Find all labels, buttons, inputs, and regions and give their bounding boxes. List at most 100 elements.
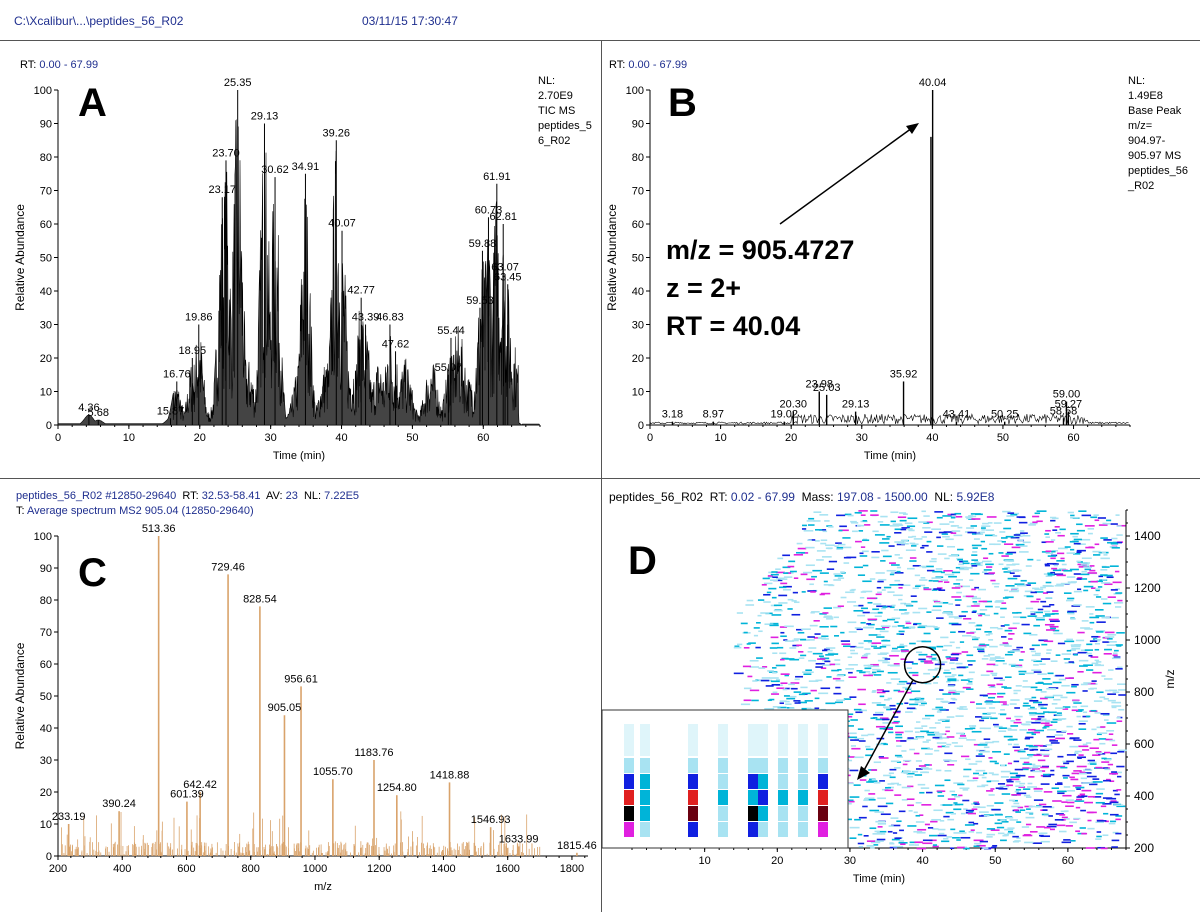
heat-cell	[816, 550, 826, 552]
heat-cell	[1018, 516, 1026, 519]
y-tick-label: 50	[40, 253, 52, 265]
heat-cell	[934, 511, 944, 513]
heat-cell	[864, 667, 872, 670]
heat-cell	[1003, 735, 1013, 738]
heat-cell	[951, 571, 961, 574]
heat-cell	[944, 770, 952, 772]
heat-cell	[886, 682, 892, 684]
heat-cell	[923, 660, 933, 662]
heat-cell	[1006, 780, 1014, 783]
panel-b-nl-line-4: 904.97-	[1128, 135, 1166, 147]
heat-cell	[1087, 682, 1096, 685]
heat-cell	[849, 696, 857, 698]
heat-cell	[940, 579, 949, 581]
heat-cell	[928, 839, 937, 842]
heat-cell	[1045, 720, 1053, 723]
heat-cell	[889, 846, 898, 849]
heat-cell	[1051, 787, 1060, 790]
heat-cell	[970, 513, 981, 515]
peak-label: 29.13	[251, 111, 279, 123]
heat-cell	[1107, 693, 1117, 695]
heat-cell	[906, 775, 914, 778]
heat-cell	[937, 661, 948, 663]
heat-cell	[780, 673, 790, 675]
heat-cell	[755, 679, 761, 682]
heat-cell	[1102, 641, 1110, 643]
heat-cell	[1076, 551, 1082, 554]
heat-cell	[1000, 709, 1005, 711]
heat-cell	[1014, 583, 1025, 586]
heat-cell	[903, 759, 912, 762]
heat-cell	[872, 690, 877, 692]
heat-cell	[871, 556, 880, 559]
heat-cell	[1000, 839, 1007, 842]
heat-cell	[986, 780, 992, 783]
heat-cell	[994, 802, 1004, 804]
heat-cell	[973, 646, 982, 648]
panel-b-nl-line-5: 905.97 MS	[1128, 150, 1182, 162]
heat-cell	[1022, 541, 1031, 544]
heat-cell	[1040, 722, 1050, 725]
heat-cell	[1034, 591, 1044, 593]
inset-cell	[798, 758, 808, 773]
y-tick-label: 40	[40, 723, 52, 735]
heat-cell	[858, 709, 867, 712]
heat-cell	[953, 802, 958, 804]
inset-cell	[718, 774, 728, 789]
heat-cell	[1082, 749, 1090, 751]
inset-cell	[758, 790, 768, 805]
heat-cell	[1087, 528, 1095, 530]
heat-cell	[1034, 588, 1044, 591]
heat-cell	[1041, 765, 1050, 768]
panel-a-nl-line-0: NL:	[538, 75, 556, 87]
heat-cell	[1095, 588, 1101, 590]
heat-cell	[868, 780, 878, 782]
y-tick-label: 80	[632, 152, 644, 164]
heat-cell	[914, 844, 919, 846]
heat-cell	[801, 707, 812, 710]
heat-cell	[1043, 791, 1053, 793]
heat-cell	[922, 717, 931, 720]
heat-cell	[907, 517, 918, 520]
inset-cell	[758, 806, 768, 821]
heat-cell	[882, 538, 890, 540]
peak-label: 39.26	[323, 127, 351, 139]
heat-cell	[1100, 598, 1108, 600]
heat-cell	[1002, 642, 1009, 644]
panel-a-rt: RT: 0.00 - 67.99	[20, 59, 99, 71]
heat-cell	[877, 659, 888, 662]
peak-label: 8.97	[703, 409, 724, 421]
heat-cell	[813, 520, 821, 522]
heat-cell	[1018, 786, 1026, 788]
heat-cell	[977, 650, 985, 652]
heat-cell	[1019, 748, 1026, 751]
heat-cell	[742, 665, 752, 668]
heat-cell	[1077, 577, 1083, 579]
heat-cell	[819, 514, 829, 516]
heat-cell	[936, 645, 944, 648]
heat-cell	[1055, 783, 1063, 786]
heat-cell	[743, 646, 750, 649]
heat-cell	[915, 760, 922, 762]
heat-cell	[906, 525, 916, 528]
heat-cell	[907, 687, 912, 690]
heat-cell	[1003, 753, 1010, 755]
heat-cell	[876, 636, 885, 638]
heat-cell	[1030, 600, 1040, 603]
inset-cell	[798, 806, 808, 821]
heat-cell	[779, 702, 784, 705]
heat-cell	[800, 686, 808, 689]
heat-cell	[945, 730, 950, 733]
heat-cell	[1015, 811, 1021, 813]
heat-cell	[1030, 610, 1036, 613]
heat-cell	[953, 832, 961, 834]
heat-cell	[898, 841, 908, 844]
heat-cell	[1028, 745, 1038, 748]
heat-cell	[903, 770, 912, 773]
heat-cell	[873, 844, 879, 846]
heat-cell	[818, 692, 829, 695]
heat-cell	[1061, 816, 1068, 819]
heat-cell	[994, 762, 999, 765]
heat-cell	[870, 663, 879, 666]
heat-cell	[952, 837, 960, 839]
